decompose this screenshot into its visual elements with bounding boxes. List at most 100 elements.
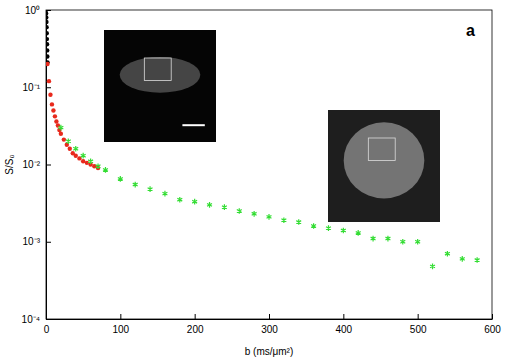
inset-roi: [144, 58, 171, 80]
data-point: [311, 223, 316, 229]
y-tick-label: 10⁻³: [23, 236, 41, 247]
x-tick: 400: [335, 314, 352, 335]
x-tick-mark: [343, 314, 344, 319]
data-point: [74, 153, 78, 157]
data-point: [148, 186, 153, 192]
data-point: [252, 211, 257, 217]
data-point: [385, 236, 390, 242]
data-point: [96, 163, 101, 169]
plot: 0 100 200 300 400 500 600 10⁻⁴ 10⁻³ 10⁻² 10⁻¹ 10⁰ a: [22, 5, 502, 335]
data-point: [177, 197, 182, 203]
y-tick: 10⁻³: [23, 236, 51, 247]
data-point: [47, 79, 51, 83]
data-point: [54, 119, 58, 123]
x-tick: 200: [187, 314, 204, 335]
series: [58, 125, 479, 269]
x-tick-mark: [269, 314, 270, 319]
data-point: [356, 230, 361, 236]
data-point: [281, 217, 286, 223]
series: [46, 10, 50, 65]
data-point: [133, 182, 138, 188]
data-point: [46, 37, 49, 41]
data-point: [51, 108, 55, 112]
chart: 0 100 200 300 400 500 600 10⁻⁴ 10⁻³ 10⁻² 10⁻¹ 10⁰ a b…: [0, 0, 518, 361]
data-point: [46, 11, 48, 15]
y-tick: 10⁻⁴: [22, 314, 51, 325]
scale-bar: [182, 124, 204, 126]
x-tick-mark: [492, 314, 493, 319]
y-tick-label: 10⁰: [25, 5, 40, 16]
y-tick-mark: [46, 319, 51, 320]
data-point: [103, 167, 108, 173]
data-point: [445, 251, 450, 257]
data-point: [46, 15, 48, 19]
x-tick-mark: [195, 314, 196, 319]
data-point: [88, 158, 93, 164]
y-tick: 10⁰: [25, 5, 51, 16]
data-point: [237, 208, 242, 214]
data-point: [46, 20, 49, 24]
inset-image: [328, 110, 440, 222]
data-point: [73, 146, 78, 152]
data-points: [46, 10, 480, 269]
x-tick-label: 0: [44, 324, 50, 335]
x-tick-label: 200: [187, 324, 204, 335]
y-tick-mark: [46, 242, 51, 243]
inset-background: [328, 110, 440, 222]
data-point: [46, 42, 49, 46]
x-tick-label: 100: [112, 324, 129, 335]
inset-background: [104, 30, 216, 142]
x-tick: 600: [484, 314, 501, 335]
y-tick: 10⁻²: [23, 159, 51, 170]
x-tick-label: 500: [410, 324, 427, 335]
y-tick-label: 10⁻²: [23, 159, 41, 170]
inset-tissue: [344, 122, 425, 198]
data-point: [118, 176, 123, 182]
x-tick-label: 300: [261, 324, 278, 335]
y-tick-mark: [46, 165, 51, 166]
data-point: [68, 147, 72, 151]
data-point: [46, 31, 49, 35]
data-point: [371, 236, 376, 242]
inset-image: [104, 30, 216, 142]
panel-label: a: [466, 22, 475, 39]
x-tick: 300: [261, 314, 278, 335]
x-axis-title: b (ms/μm²): [245, 346, 294, 357]
series: [46, 62, 100, 170]
data-point: [162, 191, 167, 197]
y-tick-label: 10⁻⁴: [22, 314, 40, 325]
plot-frame: [46, 10, 492, 319]
inset-tissue: [120, 57, 201, 93]
x-tick-mark: [418, 314, 419, 319]
x-tick: 500: [410, 314, 427, 335]
data-point: [400, 239, 405, 245]
data-point: [46, 62, 50, 66]
y-tick: 10⁻¹: [23, 82, 51, 93]
data-point: [475, 257, 480, 263]
y-axis: 10⁻⁴ 10⁻³ 10⁻² 10⁻¹ 10⁰: [22, 5, 51, 325]
data-point: [46, 48, 49, 52]
data-point: [53, 114, 57, 118]
data-point: [58, 125, 63, 131]
y-tick-label: 10⁻¹: [23, 82, 41, 93]
data-point: [207, 202, 212, 208]
x-axis-line: [47, 319, 493, 320]
data-point: [326, 225, 331, 231]
data-point: [341, 228, 346, 234]
inset-roi: [368, 138, 395, 160]
data-point: [66, 138, 71, 144]
data-point: [430, 264, 435, 270]
data-point: [415, 239, 420, 245]
x-tick-mark: [120, 314, 121, 319]
x-tick: 100: [112, 314, 129, 335]
data-point: [460, 256, 465, 262]
x-tick-label: 600: [484, 324, 501, 335]
data-point: [62, 137, 66, 141]
data-point: [81, 153, 86, 159]
data-point: [48, 93, 52, 97]
y-axis-title: S/S₀: [4, 154, 15, 174]
x-axis: 0 100 200 300 400 500 600: [44, 314, 502, 335]
data-point: [222, 204, 227, 210]
data-point: [46, 54, 50, 58]
data-point: [59, 132, 63, 136]
